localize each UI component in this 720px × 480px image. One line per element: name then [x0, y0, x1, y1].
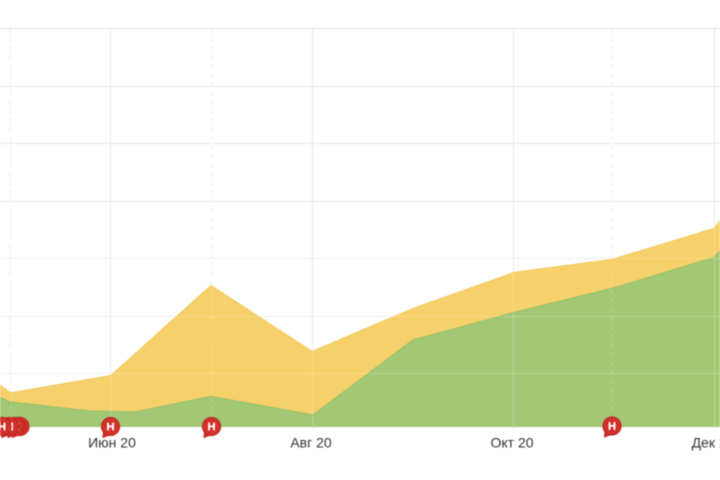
svg-text:Авг 20: Авг 20 — [290, 435, 332, 451]
svg-text:Дек 20: Дек 20 — [692, 435, 720, 451]
svg-text:Окт 20: Окт 20 — [490, 435, 533, 451]
svg-text:Июн 20: Июн 20 — [88, 435, 136, 451]
